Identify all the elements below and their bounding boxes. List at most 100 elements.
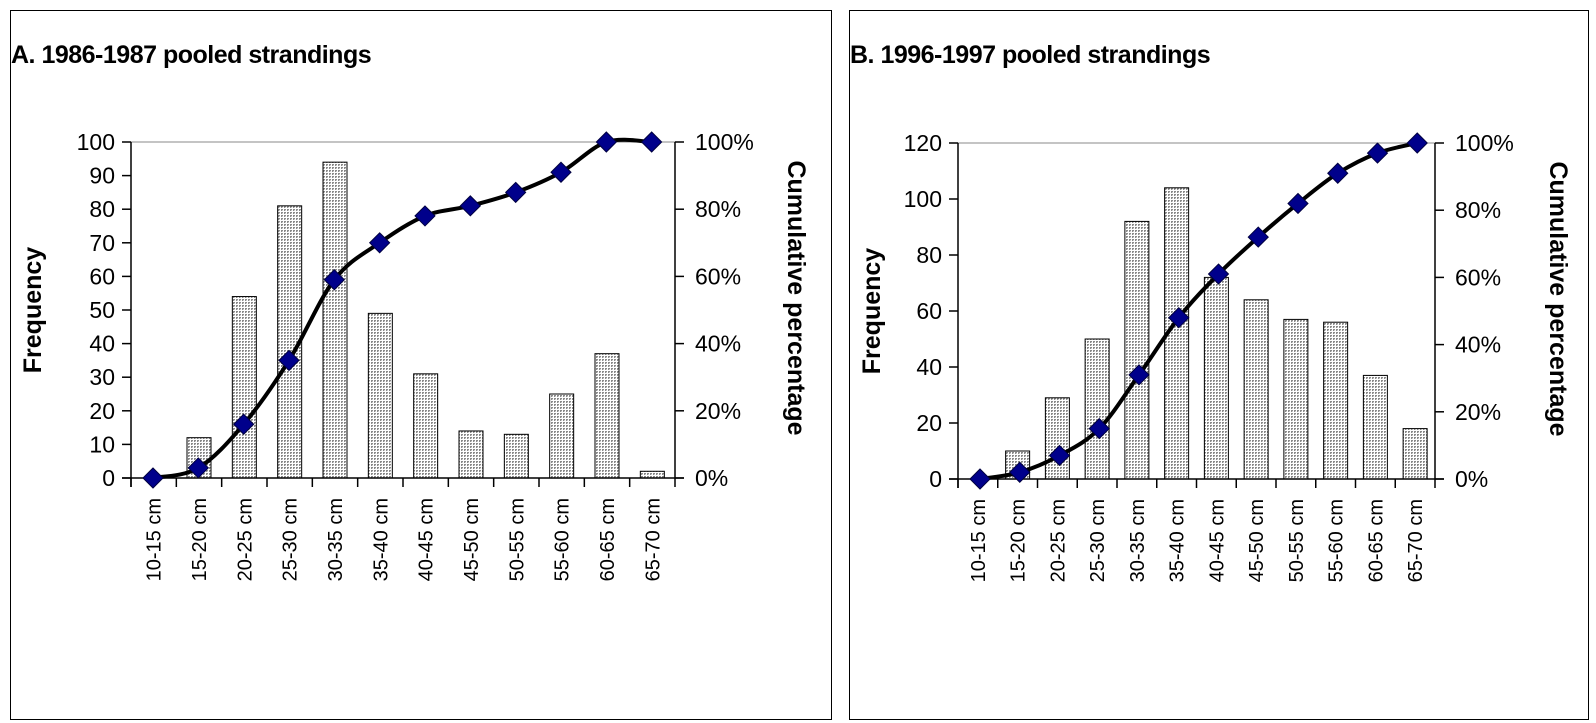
bar-35-40-cm xyxy=(367,312,393,479)
x-tick-label: 40-45 cm xyxy=(416,498,438,581)
chart-svg-a: 0 10 20 30 40 50 60 70 80 90 100 0% 20% 40% 60% 80% 100%… xyxy=(19,129,810,581)
cumulative-point-50-55-cm xyxy=(504,181,527,204)
cumulative-point-20-25-cm xyxy=(1048,444,1071,467)
x-tick-label: 45-50 cm xyxy=(1246,499,1268,582)
x-tick-label: 50-55 cm xyxy=(1286,499,1308,582)
x-tick-label: 60-65 cm xyxy=(597,498,619,581)
x-tick-label: 65-70 cm xyxy=(1405,499,1427,582)
bar-55-60-cm xyxy=(1323,321,1349,480)
cumulative-point-35-40-cm xyxy=(1168,307,1190,329)
cumulative-point-60-65-cm xyxy=(595,131,618,153)
cumulative-point-30-35-cm xyxy=(323,269,346,291)
x-tick-label: 60-65 cm xyxy=(1365,499,1387,582)
cumulative-point-15-20-cm xyxy=(187,457,210,479)
y-tick-label: 120 xyxy=(904,130,942,156)
bar-30-35-cm xyxy=(1124,220,1150,480)
y-tick-label: 10 xyxy=(89,431,115,457)
x-tick-label: 40-45 cm xyxy=(1206,499,1228,582)
y2-tick-label: 100% xyxy=(1455,130,1514,156)
y-tick-label: 0 xyxy=(102,465,115,491)
x-tick-label: 15-20 cm xyxy=(1008,499,1030,582)
bar-65-70-cm xyxy=(639,470,665,479)
x-tick-label: 25-30 cm xyxy=(280,498,302,581)
x-tick-label: 20-25 cm xyxy=(1047,499,1069,582)
x-tick-label: 10-15 cm xyxy=(144,498,166,581)
y-tick-label: 20 xyxy=(89,398,115,424)
bar-50-55-cm xyxy=(503,433,529,479)
x-tick-label: 35-40 cm xyxy=(370,498,392,581)
cumulative-line xyxy=(152,137,652,480)
bar-45-50-cm xyxy=(458,430,484,479)
cumulative-point-15-20-cm xyxy=(1009,461,1031,483)
y2-tick-label: 40% xyxy=(1455,332,1501,358)
y2-tick-label: 80% xyxy=(695,196,741,222)
cumulative-point-40-45-cm xyxy=(414,205,436,227)
chart-panel-a: A. 1986-1987 pooled strandings 0 10 20 30 40… xyxy=(10,10,832,720)
cumulative-point-25-30-cm xyxy=(1088,417,1110,440)
chart-title: B. 1996-1997 pooled strandings xyxy=(850,41,1211,69)
y-tick-label: 60 xyxy=(916,298,942,324)
y2-tick-label: 20% xyxy=(695,398,741,424)
y2-tick-label: 0% xyxy=(695,465,728,491)
cumulative-point-45-50-cm xyxy=(1247,226,1269,248)
cumulative-point-40-45-cm xyxy=(1207,263,1230,285)
y-tick-label: 40 xyxy=(916,354,942,380)
cumulative-point-25-30-cm xyxy=(278,349,300,372)
cumulative-point-35-40-cm xyxy=(368,232,391,254)
cumulative-point-45-50-cm xyxy=(459,195,482,217)
y2-axis-title: Cumulative percentage xyxy=(782,160,810,435)
x-tick-label: 55-60 cm xyxy=(1326,499,1348,582)
bar-55-60-cm xyxy=(549,393,575,479)
bar-25-30-cm xyxy=(1084,338,1110,480)
x-tick-label: 50-55 cm xyxy=(506,498,528,581)
cumulative-point-60-65-cm xyxy=(1366,142,1389,164)
y-axis-title: Frequency xyxy=(858,248,886,375)
x-tick-label: 30-35 cm xyxy=(1127,499,1149,582)
bar-40-45-cm xyxy=(413,373,439,479)
bar-60-65-cm xyxy=(1362,374,1388,480)
x-tick-label: 15-20 cm xyxy=(189,498,211,581)
y-tick-label: 100 xyxy=(904,186,942,212)
y-tick-label: 30 xyxy=(89,364,115,390)
y-tick-label: 80 xyxy=(916,242,942,268)
y2-axis-title: Cumulative percentage xyxy=(1544,161,1572,436)
y2-tick-label: 60% xyxy=(695,263,741,289)
y-tick-label: 0 xyxy=(929,466,942,492)
x-tick-label: 20-25 cm xyxy=(234,498,256,581)
y-axis-title: Frequency xyxy=(19,247,47,374)
y2-tick-label: 20% xyxy=(1455,399,1501,425)
cumulative-point-20-25-cm xyxy=(232,413,255,435)
y-tick-label: 70 xyxy=(89,230,115,256)
chart-panel-b: B. 1996-1997 pooled strandings 0 20 40 60 80… xyxy=(849,10,1589,720)
bar-40-45-cm xyxy=(1203,276,1229,480)
x-tick-label: 10-15 cm xyxy=(968,499,990,582)
bar-50-55-cm xyxy=(1283,318,1309,480)
x-tick-label: 65-70 cm xyxy=(642,498,664,581)
cumulative-point-10-15-cm xyxy=(142,467,164,489)
cumulative-point-10-15-cm xyxy=(969,468,991,490)
y2-tick-label: 40% xyxy=(695,331,741,357)
x-tick-label: 30-35 cm xyxy=(325,498,347,581)
cumulative-point-65-70-cm xyxy=(1406,132,1428,154)
y-tick-label: 100 xyxy=(77,129,115,155)
cumulative-point-30-35-cm xyxy=(1128,364,1150,386)
cumulative-point-50-55-cm xyxy=(1287,192,1309,215)
y-tick-label: 80 xyxy=(89,196,115,222)
cumulative-point-65-70-cm xyxy=(640,131,663,153)
x-tick-label: 55-60 cm xyxy=(552,498,574,581)
y-tick-label: 20 xyxy=(916,410,942,436)
chart-svg-b: 0 20 40 60 80 100 120 0% 20% 40% 60% 80% 100% 10-15 c… xyxy=(858,130,1572,582)
bar-30-35-cm xyxy=(322,161,348,479)
y-tick-label: 60 xyxy=(89,263,115,289)
y2-tick-label: 60% xyxy=(1455,264,1501,290)
x-tick-label: 35-40 cm xyxy=(1167,499,1189,582)
bar-60-65-cm xyxy=(594,353,620,479)
cumulative-point-55-60-cm xyxy=(550,161,572,183)
y-tick-label: 50 xyxy=(89,297,115,323)
chart-title: A. 1986-1987 pooled strandings xyxy=(11,41,372,69)
bar-20-25-cm xyxy=(231,296,257,479)
cumulative-point-55-60-cm xyxy=(1327,162,1349,184)
y2-tick-label: 0% xyxy=(1455,466,1488,492)
bar-65-70-cm xyxy=(1402,428,1428,480)
bar-45-50-cm xyxy=(1243,299,1269,480)
